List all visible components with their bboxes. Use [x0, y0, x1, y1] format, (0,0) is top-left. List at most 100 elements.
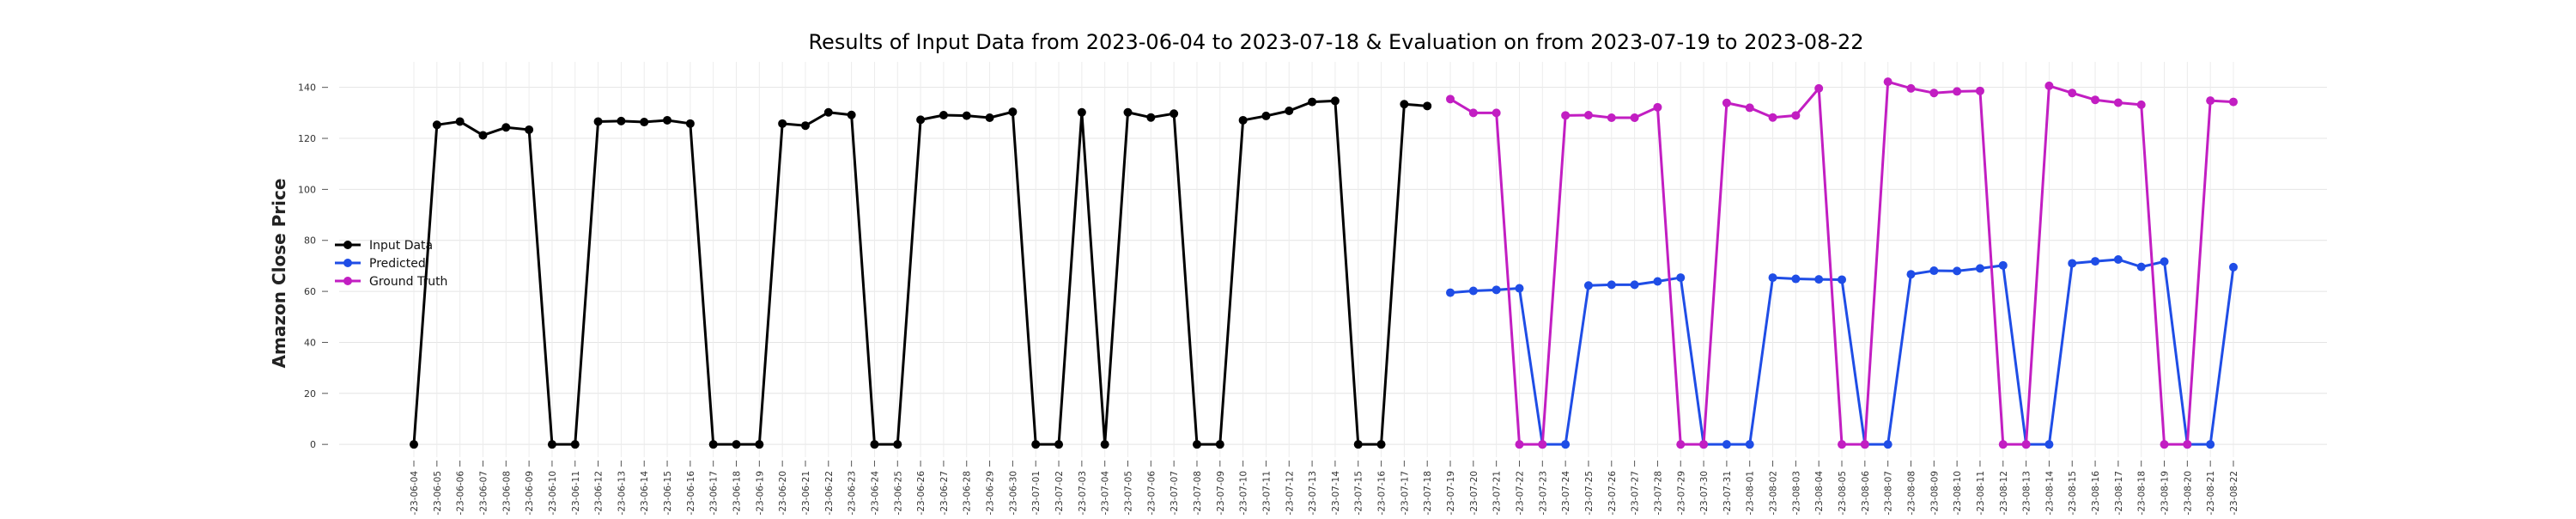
data-point	[962, 111, 971, 120]
data-point	[1008, 107, 1018, 117]
data-point	[1906, 83, 1916, 93]
data-point	[1492, 285, 1501, 295]
x-tick-label: -23-07-28	[1653, 471, 1663, 515]
data-point	[501, 123, 511, 132]
x-tick-label: -23-07-30	[1699, 471, 1710, 515]
x-tick-label: -23-06-05	[433, 471, 443, 515]
data-point	[455, 117, 465, 126]
data-point	[617, 116, 626, 125]
x-tick-label: -23-07-01	[1031, 471, 1042, 515]
x-tick-label: -23-06-24	[870, 471, 880, 516]
x-tick-label: -23-07-10	[1239, 471, 1249, 515]
x-tick-label: -23-07-08	[1193, 471, 1203, 515]
x-tick-label: -23-07-29	[1676, 471, 1686, 515]
data-point	[916, 115, 926, 125]
x-tick-label: -23-06-12	[594, 471, 605, 515]
y-tick-label: 140	[298, 82, 316, 94]
data-point	[1515, 284, 1524, 293]
data-point	[2136, 262, 2146, 272]
data-point	[1791, 111, 1801, 120]
data-point	[1353, 440, 1363, 449]
x-tick-label: -23-06-28	[963, 471, 973, 515]
data-point	[870, 440, 879, 449]
data-point	[1722, 440, 1731, 449]
data-point	[1261, 111, 1271, 120]
legend-marker	[343, 241, 352, 249]
data-point	[778, 119, 787, 128]
data-point	[1814, 275, 1824, 284]
legend-item: Input Data	[335, 239, 433, 253]
legend-item: Ground Truth	[335, 275, 447, 289]
x-tick-label: -23-08-06	[1861, 471, 1871, 516]
data-point	[1215, 440, 1224, 449]
x-tick-label: -23-07-27	[1631, 471, 1641, 515]
data-point	[1376, 440, 1386, 449]
x-tick-label: -23-08-12	[1999, 471, 2009, 515]
data-point	[1054, 440, 1064, 449]
data-point	[1400, 100, 1409, 109]
x-tick-label: -23-06-10	[548, 471, 558, 515]
data-point	[1146, 113, 1156, 122]
data-point	[1838, 275, 1847, 284]
data-point	[1561, 440, 1571, 449]
data-point	[1768, 273, 1777, 283]
data-point	[1123, 107, 1133, 117]
data-point	[1860, 440, 1869, 449]
chart-title: Results of Input Data from 2023-06-04 to…	[808, 30, 1863, 54]
y-tick-label: 120	[298, 133, 316, 144]
x-tick-label: -23-06-14	[640, 471, 650, 516]
x-tick-label: -23-07-17	[1400, 471, 1410, 515]
grid	[339, 62, 2327, 457]
data-point	[2044, 81, 2054, 90]
x-tick-label: -23-06-18	[732, 471, 743, 515]
x-tick-label: -23-06-29	[986, 471, 996, 515]
data-point	[2091, 257, 2100, 266]
data-point	[1653, 102, 1662, 112]
data-point	[1607, 113, 1616, 122]
data-point	[1423, 101, 1432, 111]
x-tick-label: -23-06-13	[617, 471, 627, 515]
x-tick-label: -23-08-09	[1929, 471, 1940, 515]
x-tick-label: -23-07-09	[1216, 471, 1226, 515]
data-point	[1929, 266, 1939, 276]
x-tick-label: -23-07-13	[1308, 471, 1318, 515]
data-point	[2206, 440, 2215, 449]
x-tick-label: -23-08-07	[1884, 471, 1894, 515]
x-tick-label: -23-07-14	[1331, 471, 1341, 516]
data-point	[847, 110, 856, 119]
data-point	[708, 440, 718, 449]
data-point	[663, 115, 672, 125]
data-point	[685, 119, 695, 128]
data-point	[410, 440, 418, 449]
data-point	[1583, 281, 1593, 290]
series-group	[410, 77, 2238, 449]
legend-label: Input Data	[369, 239, 433, 253]
y-tick-label: 40	[304, 337, 316, 348]
data-point	[1791, 274, 1801, 284]
data-point	[2044, 440, 2054, 449]
data-point	[1975, 86, 1984, 95]
data-point	[1446, 95, 1455, 104]
data-point	[1883, 77, 1893, 87]
data-point	[1653, 277, 1662, 286]
data-point	[1722, 98, 1731, 107]
data-point	[823, 107, 833, 117]
x-tick-label: -23-08-19	[2160, 471, 2171, 515]
data-point	[432, 120, 441, 130]
x-tick-label: -23-08-20	[2183, 471, 2193, 515]
data-point	[2160, 257, 2169, 266]
data-point	[1676, 440, 1686, 449]
x-tick-label: -23-07-20	[1469, 471, 1479, 515]
x-tick-label: -23-07-25	[1584, 471, 1595, 515]
y-axis-label: Amazon Close Price	[269, 179, 289, 369]
x-tick-label: -23-08-08	[1906, 471, 1917, 515]
data-point	[1607, 280, 1616, 290]
x-tick-label: -23-08-13	[2022, 471, 2032, 515]
data-point	[1953, 87, 1962, 96]
data-point	[1100, 440, 1109, 449]
data-point	[2160, 440, 2169, 449]
x-tick-label: -23-08-15	[2068, 471, 2078, 515]
data-point	[1538, 440, 1547, 449]
x-axis: -23-06-04 -23-06-05 -23-06-06 -23-06-07 -23-…	[410, 461, 2239, 515]
